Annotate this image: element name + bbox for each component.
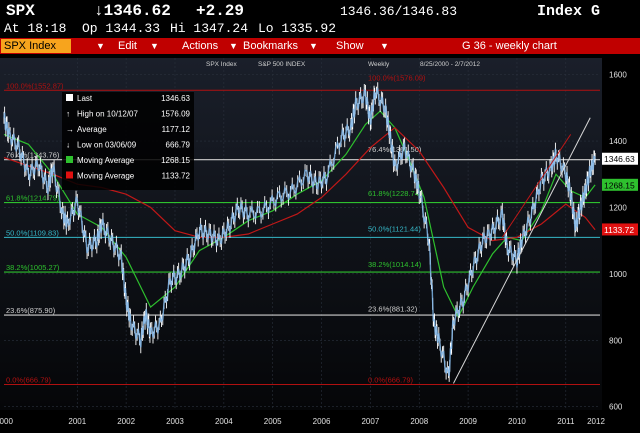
x-tick-label: 2004 <box>215 417 233 426</box>
fib-level-label-right: 0.0%(666.79) <box>368 375 414 384</box>
fib-level-label: 0.0%(666.79) <box>6 375 52 384</box>
chevron-down-icon: ▼ <box>150 41 159 51</box>
y-tick-label: 600 <box>609 403 623 412</box>
legend-value: 1177.12 <box>162 125 191 134</box>
open-price: Op 1344.33 <box>82 21 161 36</box>
price-label: 1346.63 <box>604 154 635 164</box>
legend-swatch <box>66 156 73 163</box>
fib-level-label: 38.2%(1005.27) <box>6 263 60 272</box>
price-label-box <box>602 152 638 165</box>
security-field-label: SPX Index <box>4 40 56 52</box>
chevron-down-icon: ▼ <box>380 41 389 51</box>
index-label: Index G <box>537 3 601 20</box>
function-title: G 36 - weekly chart <box>462 40 557 52</box>
price-label: 1133.72 <box>604 225 634 235</box>
legend-value: 666.79 <box>166 141 191 150</box>
last-price: ↓1346.62 <box>94 2 171 20</box>
chart-legend: Last 1346.63 ↑ High on 10/12/07 1576.09 → Aver… <box>62 92 194 190</box>
legend-label: Last <box>77 94 93 103</box>
x-tick-label: 2011 <box>557 417 575 426</box>
quote-header: SPX ↓1346.62 +2.29 1346.36/1346.83 Index… <box>0 0 640 38</box>
legend-background <box>62 92 194 190</box>
legend-label: Average <box>77 125 107 134</box>
edit-menu[interactable]: Edit <box>118 40 137 52</box>
fib-level-label: 100.0%(1552.87) <box>6 81 64 90</box>
x-tick-label: 2009 <box>459 417 477 426</box>
bid-ask: 1346.36/1346.83 <box>340 4 458 19</box>
down-arrow-icon: ↓ <box>66 141 70 150</box>
dropdown-arrow-icon[interactable]: ▼ <box>96 41 105 51</box>
fib-level-label-right: 61.8%(1228.74) <box>368 189 422 198</box>
quote-time: At 18:18 <box>4 21 67 36</box>
chart-canvas: 100.0%(1552.87) 76.4%(1343.76) 61.8%(1214.… <box>0 58 638 426</box>
fib-level-label: 50.0%(1109.83) <box>6 228 59 237</box>
high-price: Hi 1347.24 <box>170 21 249 36</box>
legend-value: 1133.72 <box>162 172 191 181</box>
ticker-symbol: SPX <box>6 2 35 20</box>
x-tick-label: 2005 <box>264 417 282 426</box>
function-menubar: SPX Index ▼ Edit ▼ Actions ▼ Bookmarks ▼… <box>0 38 640 54</box>
trendline <box>452 117 591 384</box>
y-tick-label: 1200 <box>609 203 627 212</box>
legend-value: 1576.09 <box>161 110 190 119</box>
legend-label: Low on 03/06/09 <box>77 141 137 150</box>
bookmarks-menu[interactable]: Bookmarks <box>243 40 299 52</box>
legend-swatch <box>66 171 73 179</box>
up-arrow-icon: ↑ <box>66 110 70 119</box>
price-label-box <box>602 223 638 236</box>
fib-level-label: 61.8%(1214.79) <box>6 194 60 203</box>
x-tick-label: 2003 <box>166 417 184 426</box>
chart-info-freq: Weekly <box>368 61 390 68</box>
y-tick-label: 1600 <box>609 71 627 80</box>
price-change: +2.29 <box>196 2 245 20</box>
y-tick-label: 1400 <box>609 137 627 146</box>
fib-level-label: 23.6%(875.90) <box>6 306 56 315</box>
legend-label: Moving Average <box>77 156 135 165</box>
fib-level-label-right: 23.6%(881.32) <box>368 304 418 313</box>
x-tick-label: 2008 <box>410 417 428 426</box>
price-label-box <box>602 178 638 191</box>
show-menu[interactable]: Show <box>336 40 364 52</box>
legend-label: High on 10/12/07 <box>77 110 138 119</box>
actions-menu[interactable]: Actions <box>182 40 219 52</box>
chart-info-desc: S&P 500 INDEX <box>258 61 306 68</box>
price-chart[interactable]: 100.0%(1552.87) 76.4%(1343.76) 61.8%(1214.… <box>0 54 640 428</box>
y-tick-label: 1000 <box>609 270 627 279</box>
y-tick-label: 800 <box>609 336 623 345</box>
chart-info-name: SPX Index <box>206 61 237 68</box>
x-tick-label: 2006 <box>313 417 331 426</box>
trendline <box>501 134 572 238</box>
fib-level-label-right: 38.2%(1014.14) <box>368 260 422 269</box>
security-field[interactable]: SPX Index <box>1 39 71 53</box>
fib-level-label-right: 50.0%(1121.44) <box>368 225 421 234</box>
x-tick-label: 2001 <box>68 417 86 426</box>
price-line <box>3 88 596 377</box>
x-tick-label: 2012 <box>587 417 605 426</box>
fib-level-label: 76.4%(1343.76) <box>6 151 60 160</box>
low-price: Lo 1335.92 <box>258 21 337 36</box>
fib-level-label-right: 100.0%(1576.09) <box>368 74 426 83</box>
x-tick-label: 2007 <box>361 417 379 426</box>
price-label: 1268.15 <box>604 180 635 190</box>
legend-value: 1346.63 <box>161 94 190 103</box>
chart-info-range: 8/25/2000 - 2/7/2012 <box>420 61 480 68</box>
arrow-icon: → <box>66 125 74 134</box>
x-tick-label: 2002 <box>117 417 135 426</box>
legend-swatch <box>66 94 73 101</box>
legend-value: 1268.15 <box>161 156 190 165</box>
moving-average-long-line <box>3 126 596 242</box>
x-tick-label: 2000 <box>0 417 13 426</box>
chevron-down-icon: ▼ <box>229 41 238 51</box>
legend-label: Moving Average <box>77 172 135 181</box>
x-tick-label: 2010 <box>508 417 526 426</box>
fib-level-label-right: 76.4%(1361.50) <box>368 145 422 154</box>
chevron-down-icon: ▼ <box>309 41 318 51</box>
